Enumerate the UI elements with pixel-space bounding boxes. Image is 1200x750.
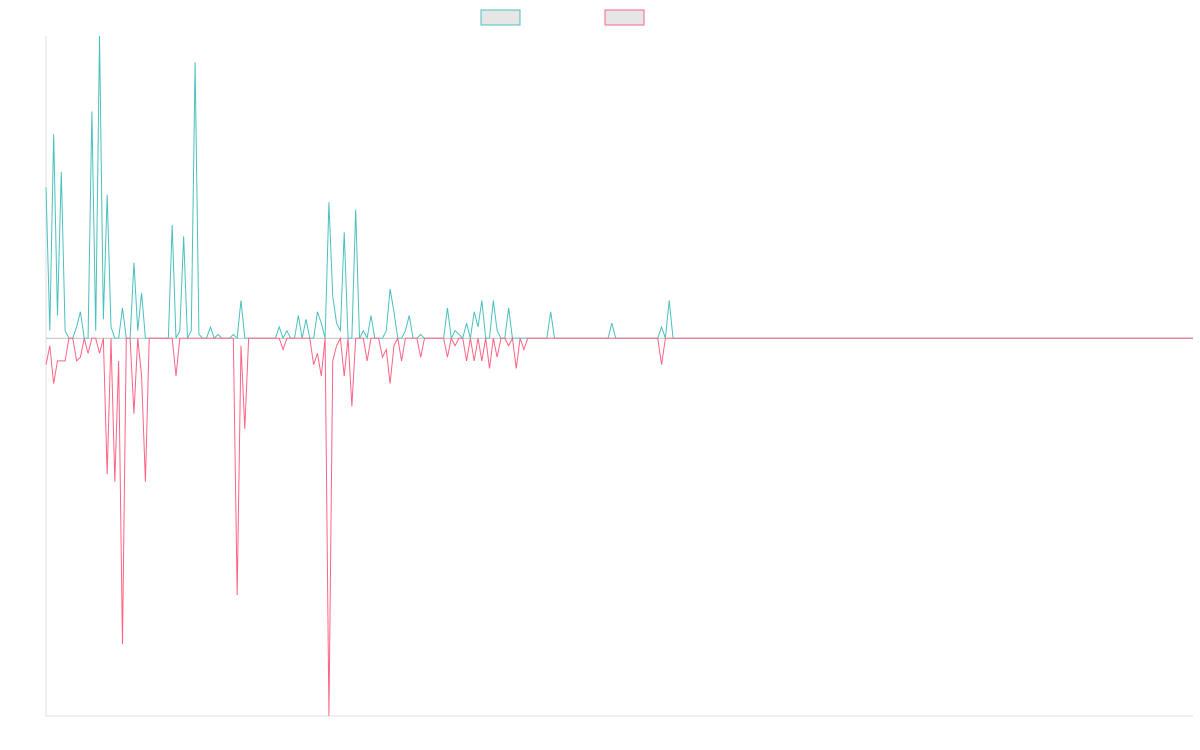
series-layer xyxy=(45,35,1193,717)
legend-swatch-1 xyxy=(480,9,521,26)
series-1-line xyxy=(45,35,1193,341)
legend xyxy=(480,9,645,26)
series-2-line xyxy=(45,336,1193,717)
axes xyxy=(45,36,1193,717)
legend-swatch-2 xyxy=(604,9,645,26)
